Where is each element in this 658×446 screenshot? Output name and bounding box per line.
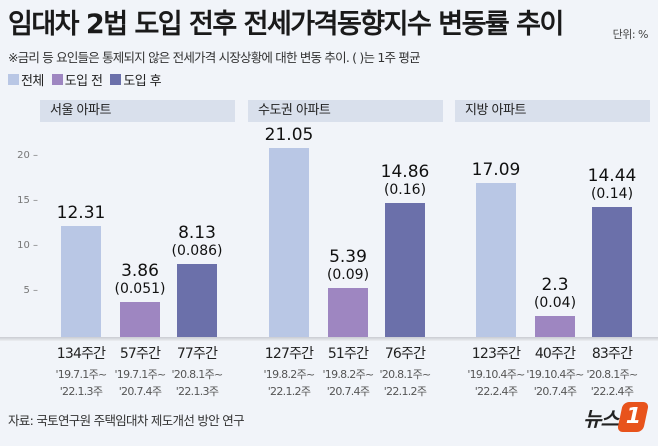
- weekly-avg-text: (0.086): [171, 242, 223, 259]
- unit-label: 단위: %: [612, 28, 649, 41]
- weeks-label: 127주간: [264, 346, 314, 362]
- legend-item: 도입 후: [110, 70, 162, 89]
- period-label: '19.10.4주~ '20.7.4주: [520, 366, 590, 400]
- weeks-label: 134주간: [56, 346, 106, 362]
- news1-logo: 뉴스 1: [583, 402, 650, 432]
- legend-swatch: [8, 74, 19, 85]
- period-label: '19.7.1주~ '20.7.4주: [105, 366, 175, 400]
- weekly-avg-text: (0.14): [590, 186, 634, 203]
- y-tick-label: 15 –: [17, 195, 38, 206]
- period-text: '20.7.4주: [326, 385, 370, 398]
- value-text: 3.86: [121, 261, 159, 282]
- legend: 전체 도입 전 도입 후: [8, 70, 162, 89]
- value-text: 8.13: [178, 222, 216, 243]
- bar: [177, 263, 217, 337]
- bar: [61, 226, 101, 337]
- legend-label: 도입 후: [123, 74, 161, 89]
- period-text: '22.1.2주: [267, 385, 311, 398]
- period-label: '20.8.1주~ '22.1.3주: [162, 366, 232, 400]
- bar: [476, 183, 516, 337]
- value-text: 17.09: [471, 160, 521, 181]
- period-text: '19.10.4주~: [526, 368, 584, 381]
- period-text: '22.1.2주: [383, 385, 427, 398]
- period-label: '19.7.1주~ '22.1.3주: [46, 366, 116, 400]
- panel-header: 수도권 아파트: [248, 100, 443, 122]
- y-tick-label: 5 –: [23, 285, 38, 296]
- legend-item: 전체: [8, 70, 44, 89]
- weeks-label: 51주간: [327, 346, 369, 362]
- bar: [269, 147, 309, 337]
- weekly-avg-text: (0.16): [383, 182, 427, 199]
- period-label: '19.10.4주~ '22.2.4주: [461, 366, 531, 400]
- value-label: 3.86 (0.051): [105, 262, 175, 298]
- chart-note: ※금리 등 요인들은 통제되지 않은 전세가격 시장상황에 대한 변동 추이. …: [8, 50, 421, 65]
- bar: [535, 316, 575, 337]
- panel-header: 서울 아파트: [40, 100, 235, 122]
- value-text: 14.44: [587, 166, 637, 187]
- period-text: '22.1.3주: [175, 385, 219, 398]
- value-text: 21.05: [264, 124, 314, 145]
- value-label: 8.13 (0.086): [162, 224, 232, 260]
- legend-label: 전체: [21, 74, 44, 89]
- weeks-label: 40주간: [534, 346, 576, 362]
- value-label: 14.44 (0.14): [577, 167, 647, 203]
- period-text: '20.8.1주~: [379, 368, 431, 381]
- value-text: 14.86: [380, 162, 430, 183]
- bar: [592, 207, 632, 337]
- weeks-label: 123주간: [471, 346, 521, 362]
- period-text: '19.7.1주~: [55, 368, 107, 381]
- period-label: '19.8.2주~ '20.7.4주: [313, 366, 383, 400]
- legend-swatch: [110, 74, 122, 85]
- value-label: 2.3 (0.04): [520, 276, 590, 312]
- weekly-avg-text: (0.09): [326, 267, 370, 284]
- baseline: [0, 337, 658, 341]
- value-label: 17.09: [461, 161, 531, 179]
- period-label: '19.8.2주~ '22.1.2주: [254, 366, 324, 400]
- period-text: '19.10.4주~: [467, 368, 525, 381]
- value-label: 12.31: [46, 204, 116, 222]
- period-text: '19.8.2주~: [263, 368, 315, 381]
- weeks-label: 57주간: [119, 346, 161, 362]
- period-label: '20.8.1주~ '22.2.4주: [577, 366, 647, 400]
- bar: [328, 288, 368, 337]
- value-text: 5.39: [329, 247, 367, 268]
- y-tick-label: 20 –: [17, 150, 38, 161]
- weeks-label: 83주간: [591, 346, 633, 362]
- period-text: '20.8.1주~: [171, 368, 223, 381]
- weeks-label: 76주간: [384, 346, 426, 362]
- period-text: '19.8.2주~: [322, 368, 374, 381]
- bar: [385, 203, 425, 337]
- period-text: '22.1.3주: [59, 385, 103, 398]
- value-label: 14.86 (0.16): [370, 163, 440, 199]
- value-label: 21.05: [254, 126, 324, 144]
- chart-title: 임대차 2법 도입 전후 전세가격동향지수 변동률 추이: [8, 9, 564, 40]
- weekly-avg-text: (0.051): [114, 281, 166, 298]
- weekly-avg-text: (0.04): [533, 295, 577, 312]
- source-text: 자료: 국토연구원 주택임대차 제도개선 방안 연구: [8, 413, 245, 428]
- value-label: 5.39 (0.09): [313, 248, 383, 284]
- period-text: '19.7.1주~: [114, 368, 166, 381]
- legend-item: 도입 전: [51, 70, 103, 89]
- period-text: '20.8.1주~: [586, 368, 638, 381]
- legend-label: 도입 전: [64, 74, 103, 89]
- value-text: 2.3: [541, 275, 569, 296]
- value-text: 12.31: [56, 203, 106, 224]
- legend-swatch: [51, 74, 63, 85]
- y-tick-label: 10 –: [17, 240, 38, 251]
- weeks-label: 77주간: [176, 346, 218, 362]
- period-label: '20.8.1주~ '22.1.2주: [370, 366, 440, 400]
- period-text: '22.2.4주: [590, 385, 634, 398]
- period-text: '22.2.4주: [474, 385, 518, 398]
- bar: [120, 302, 160, 337]
- period-text: '20.7.4주: [533, 385, 577, 398]
- period-text: '20.7.4주: [118, 385, 162, 398]
- panel-header: 지방 아파트: [455, 100, 650, 122]
